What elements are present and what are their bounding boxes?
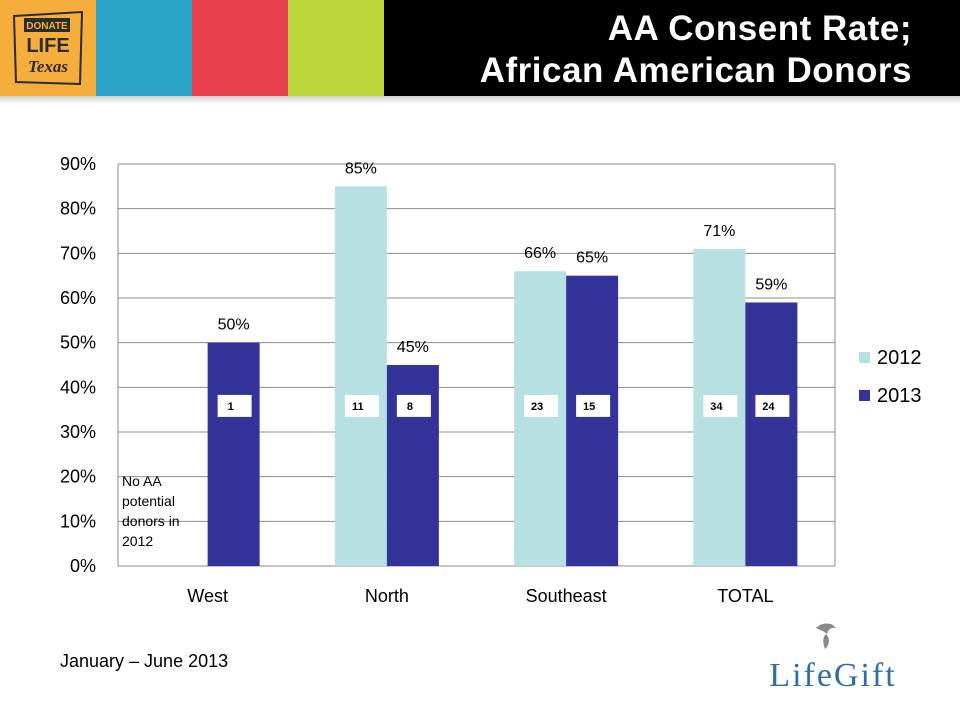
count-box bbox=[396, 394, 431, 417]
count-box bbox=[703, 394, 738, 417]
annotation-no-donors: No AA potential donors in 2012 bbox=[122, 473, 180, 549]
count-label: 11 bbox=[352, 401, 364, 413]
count-label: 24 bbox=[762, 401, 775, 413]
count-box bbox=[344, 394, 379, 417]
y-tick-label: 40% bbox=[60, 377, 96, 397]
count-label: 8 bbox=[407, 401, 413, 413]
page-title-line-2: African American Donors bbox=[479, 51, 912, 90]
count-label: 34 bbox=[710, 401, 723, 413]
y-tick-label: 80% bbox=[60, 199, 96, 219]
page-title-line-1: AA Consent Rate; bbox=[607, 9, 912, 48]
page-title: AA Consent Rate; African American Donors bbox=[352, 8, 912, 92]
legend-label-2013: 2013 bbox=[877, 385, 922, 407]
data-label: 65% bbox=[576, 250, 608, 267]
logo-text-texas: Texas bbox=[28, 57, 68, 76]
logo-text-donate: DONATE bbox=[26, 21, 68, 32]
header-band-red bbox=[192, 0, 288, 96]
header-title-panel bbox=[384, 0, 960, 96]
legend-label-2012: 2012 bbox=[877, 347, 922, 369]
x-tick-label: North bbox=[365, 586, 409, 606]
x-tick-label: West bbox=[187, 586, 228, 606]
data-label: 50% bbox=[218, 317, 250, 334]
count-box bbox=[217, 394, 252, 417]
lifegift-wordmark: LifeGift bbox=[769, 657, 896, 694]
donate-life-texas-logo: DONATE LIFE Texas bbox=[12, 10, 84, 86]
count-box bbox=[755, 394, 790, 417]
count-label: 1 bbox=[228, 401, 234, 413]
header-band-blue bbox=[96, 0, 192, 96]
annotation-line: 2012 bbox=[122, 533, 153, 549]
bar-2012-southeast bbox=[514, 271, 567, 566]
y-tick-label: 50% bbox=[60, 333, 96, 353]
y-tick-label: 0% bbox=[70, 556, 96, 576]
y-tick-label: 90% bbox=[60, 154, 96, 174]
y-tick-label: 60% bbox=[60, 288, 96, 308]
bar-2013-southeast bbox=[566, 275, 619, 566]
x-tick-label: TOTAL bbox=[717, 586, 773, 606]
header-shadow bbox=[0, 96, 960, 104]
bar-2013-total bbox=[745, 302, 798, 566]
count-box bbox=[524, 394, 559, 417]
data-label: 85% bbox=[345, 160, 377, 177]
y-tick-label: 10% bbox=[60, 511, 96, 531]
bar-2013-west bbox=[207, 342, 260, 566]
count-label: 15 bbox=[583, 401, 595, 413]
annotation-line: potential bbox=[122, 493, 175, 509]
dove-icon bbox=[816, 623, 836, 634]
date-range-note: January – June 2013 bbox=[60, 651, 229, 671]
data-label: 45% bbox=[397, 339, 429, 356]
y-tick-label: 20% bbox=[60, 467, 96, 487]
lifegift-logo: LifeGift bbox=[769, 623, 896, 694]
legend-swatch-2012 bbox=[859, 352, 870, 363]
bar-2012-north bbox=[334, 186, 387, 567]
header-band-green bbox=[288, 0, 384, 96]
annotation-line: No AA bbox=[122, 473, 162, 489]
legend-swatch-2013 bbox=[859, 390, 870, 401]
data-label: 59% bbox=[755, 276, 787, 293]
logo-text-life: LIFE bbox=[26, 35, 69, 57]
count-box bbox=[576, 394, 611, 417]
y-tick-label: 30% bbox=[60, 422, 96, 442]
annotation-line: donors in bbox=[122, 513, 180, 529]
data-label: 66% bbox=[524, 245, 556, 262]
y-tick-label: 70% bbox=[60, 243, 96, 263]
x-tick-label: Southeast bbox=[526, 586, 607, 606]
count-label: 23 bbox=[531, 401, 543, 413]
data-label: 71% bbox=[703, 223, 735, 240]
header-bar: DONATE LIFE Texas AA Consent Rate; Afric… bbox=[0, 0, 960, 96]
